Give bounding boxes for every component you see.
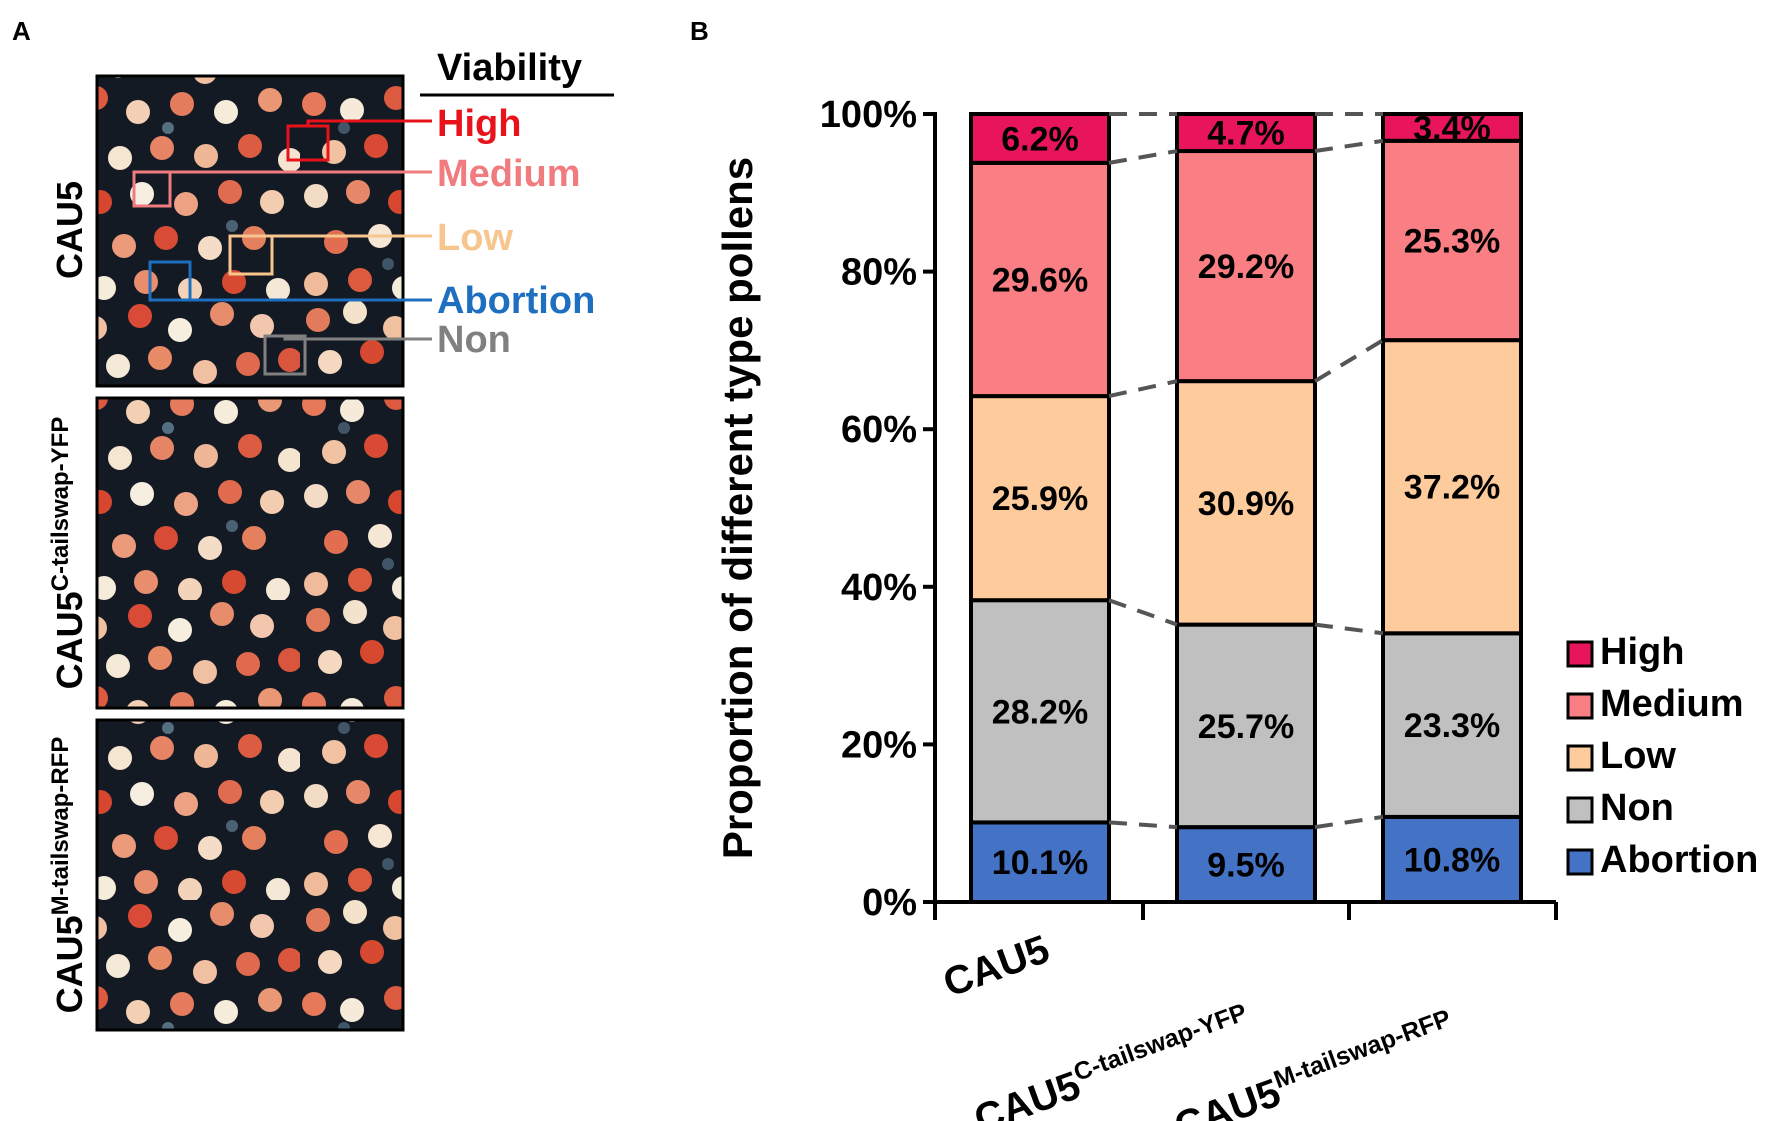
data-label-non: 28.2%	[992, 693, 1088, 731]
micrograph-cau5-m-tailswap	[95, 718, 405, 1032]
legend-swatch-medium	[1566, 692, 1594, 720]
bar-segment-non	[969, 598, 1111, 825]
data-label-low: 37.2%	[1404, 469, 1500, 507]
viability-callouts	[132, 119, 432, 376]
bar-segment-abortion	[1175, 825, 1317, 905]
series-connector	[1108, 598, 1178, 627]
legend-label-low: Low	[1600, 735, 1676, 777]
data-label-medium: 29.2%	[1198, 248, 1294, 286]
y-tick-label: 100%	[820, 94, 917, 136]
bar-segment-low	[1175, 379, 1317, 627]
data-label-medium: 29.6%	[992, 261, 1088, 299]
legend-label-medium: Medium	[1600, 683, 1744, 725]
data-label-low: 30.9%	[1198, 485, 1294, 523]
legend-swatch-low	[1566, 744, 1594, 772]
bar-segment-medium	[1175, 149, 1317, 384]
data-label-high: 4.7%	[1207, 115, 1285, 153]
y-tick-label: 60%	[841, 409, 917, 451]
bar-segment-low	[969, 394, 1111, 603]
data-label-low: 25.9%	[992, 480, 1088, 518]
series-connector	[1108, 149, 1178, 165]
data-label-non: 25.7%	[1198, 708, 1294, 746]
callout-box-medium	[132, 170, 172, 208]
y-tick-label: 20%	[841, 724, 917, 766]
data-label-abortion: 10.1%	[992, 844, 1088, 882]
legend-label-non: Non	[1600, 787, 1674, 829]
bar-segment-medium	[1381, 138, 1523, 343]
data-label-abortion: 10.8%	[1404, 841, 1500, 879]
y-axis-label: Proportion of different type pollens	[714, 157, 761, 859]
callout-label-medium: Medium	[437, 153, 581, 195]
micrograph-cau5	[95, 74, 405, 388]
callout-box-abortion	[148, 260, 192, 302]
bar-segment-abortion	[969, 820, 1111, 904]
y-tick-label: 80%	[841, 252, 917, 294]
bar-segment-high	[969, 112, 1111, 165]
callout-label-abortion: Abortion	[437, 280, 595, 322]
data-label-abortion: 9.5%	[1207, 847, 1285, 885]
legend-label-abortion: Abortion	[1600, 839, 1758, 881]
legend-swatch-high	[1566, 640, 1594, 668]
y-tick-label: 0%	[862, 882, 917, 924]
series-connector	[1314, 138, 1384, 154]
legend-swatch-abortion	[1566, 848, 1594, 876]
series-connector	[1108, 820, 1178, 830]
stacked-bar-chart: 0% 20% 40% 60% 80% 100% Proportion of differen…	[714, 94, 1758, 1121]
series-connector	[1314, 814, 1384, 830]
x-tick-label: CAU5	[938, 927, 1055, 1006]
callout-box-low	[228, 234, 274, 276]
panel-a-letter: A	[12, 16, 31, 46]
callout-label-non: Non	[437, 319, 511, 361]
bar-segment-high	[1175, 112, 1317, 154]
bar-segment-low	[1381, 338, 1523, 636]
row-label-cau5: CAU5	[49, 181, 90, 279]
row-label-cau5-c-tailswap: CAU5C-tailswap-YFP	[47, 417, 90, 690]
micrograph-cau5-c-tailswap	[95, 396, 405, 710]
data-label-high: 3.4%	[1413, 109, 1491, 147]
callout-label-high: High	[437, 103, 521, 145]
legend-swatch-non	[1566, 796, 1594, 824]
data-label-non: 23.3%	[1404, 707, 1500, 745]
data-label-high: 6.2%	[1001, 120, 1079, 158]
bar-segment-high	[1381, 112, 1523, 143]
viability-title: Viability	[437, 47, 582, 89]
data-label-medium: 25.3%	[1404, 222, 1500, 260]
bar-segment-non	[1175, 622, 1317, 830]
panel-b-letter: B	[690, 16, 709, 46]
series-connector	[1108, 379, 1178, 399]
callout-label-low: Low	[437, 217, 513, 259]
row-label-cau5-m-tailswap: CAU5M-tailswap-RFP	[47, 737, 90, 1014]
series-connector	[1313, 338, 1385, 383]
series-connector	[1314, 622, 1384, 636]
y-tick-label: 40%	[841, 567, 917, 609]
bar-segment-medium	[969, 160, 1111, 399]
legend-label-high: High	[1600, 631, 1684, 673]
